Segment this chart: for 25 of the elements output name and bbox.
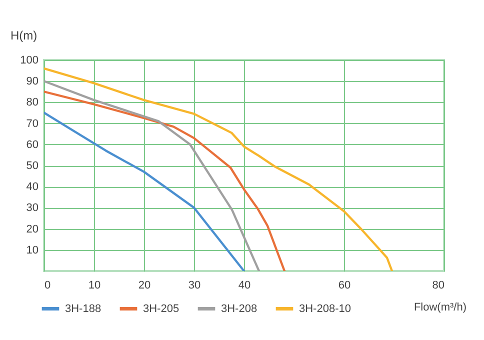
x-tick-label: 30	[188, 280, 201, 292]
y-tick-label: 80	[26, 96, 38, 109]
y-tick-label: 60	[26, 138, 38, 151]
x-tick-label: 0	[44, 280, 51, 292]
y-tick-label: 90	[26, 76, 38, 88]
y-tick-label: 70	[26, 118, 38, 130]
x-axis-title: Flow(m³/h)	[414, 302, 466, 314]
legend-label: 3H-205	[143, 302, 180, 315]
y-tick-label: 20	[26, 223, 38, 236]
y-tick-label: 30	[26, 202, 38, 214]
legend-label: 3H-208-10	[299, 302, 351, 315]
line-series	[44, 112, 246, 271]
y-tick-label: 100	[20, 54, 38, 66]
x-tick-label: 20	[138, 280, 151, 292]
y-tick-label: 50	[26, 160, 38, 172]
x-tick-label: 40	[238, 280, 251, 292]
x-tick-label: 80	[432, 280, 444, 292]
legend-label: 3H-208	[221, 302, 258, 315]
y-axis-title: H(m)	[10, 28, 38, 42]
x-tick-label: 60	[338, 280, 351, 292]
y-tick-label: 10	[26, 244, 38, 256]
legend-label: 3H-188	[65, 302, 102, 315]
y-tick-label: 40	[26, 181, 38, 194]
x-tick-label: 10	[88, 280, 101, 292]
line-series	[44, 67, 394, 271]
